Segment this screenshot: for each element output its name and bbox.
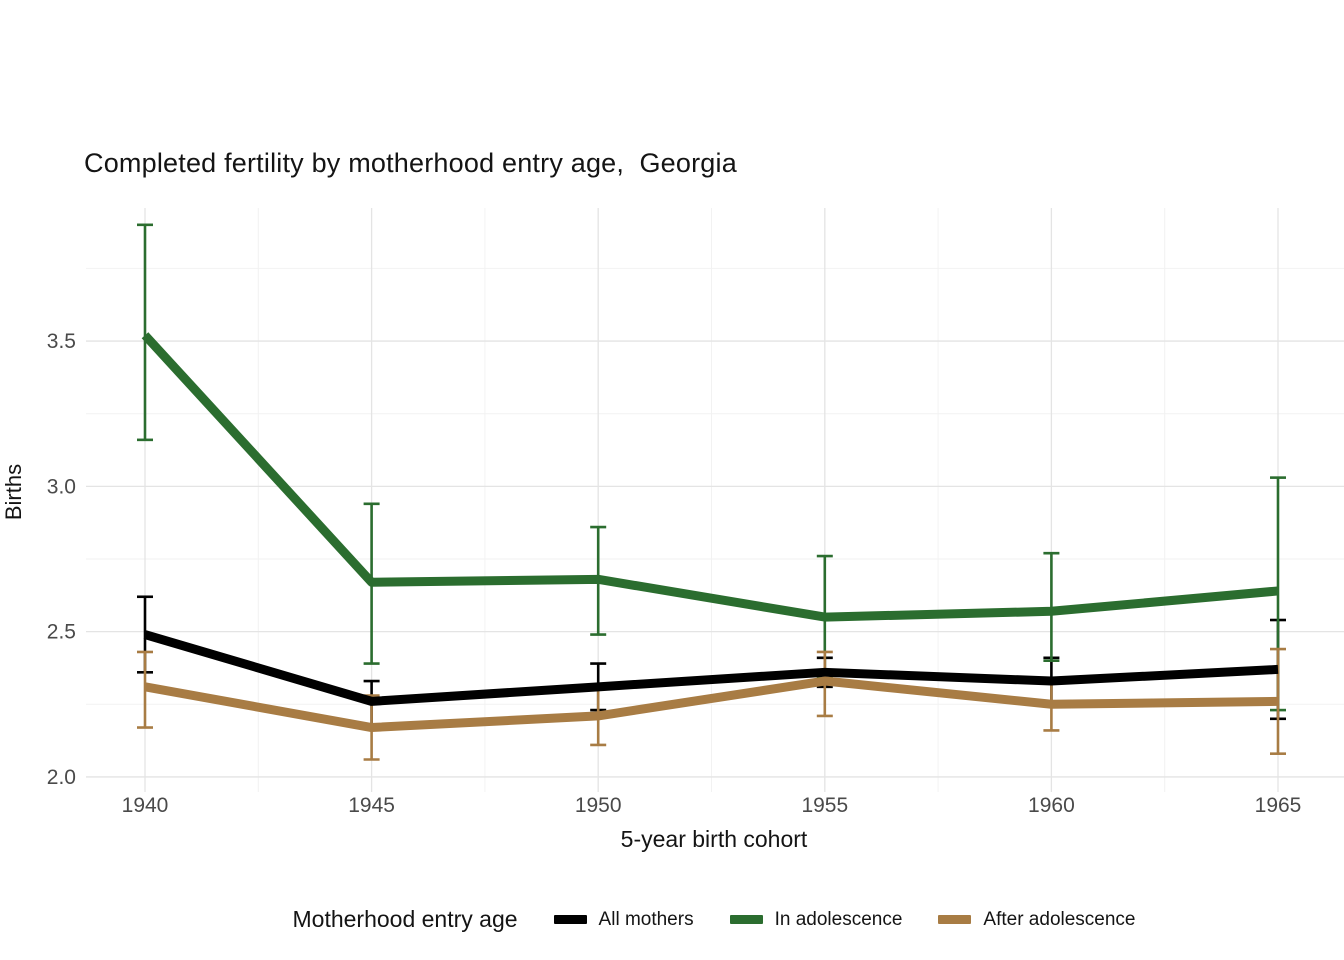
x-tick-label: 1965 [1255,794,1302,817]
y-tick-label: 3.5 [47,330,76,353]
legend-item-label: After adolescence [983,908,1136,930]
series-line-after-adolescence [144,676,1279,733]
legend-title: Motherhood entry age [292,906,518,932]
x-tick-label: 1945 [348,794,395,817]
legend: Motherhood entry age All mothers In adole… [84,906,1344,933]
legend-item-label: In adolescence [774,908,903,930]
legend-key-icon [938,915,972,924]
y-tick-labels: 2.0 2.5 3.0 3.5 [47,330,76,789]
x-tick-labels: 1940 1945 1950 1955 1960 1965 [122,794,1302,817]
series-line-in-adolescence [141,332,1279,622]
chart-title: Completed fertility by motherhood entry … [84,148,737,178]
x-tick-label: 1960 [1028,794,1075,817]
series-line-all-mothers [143,630,1279,706]
y-tick-label: 2.5 [47,621,76,644]
x-tick-label: 1950 [575,794,622,817]
legend-item-all-mothers: All mothers [553,908,694,931]
y-tick-label: 3.0 [47,475,76,498]
x-tick-label: 1955 [801,794,848,817]
legend-key-icon [553,915,587,924]
plot-area: 2.0 2.5 3.0 3.5 1940 1945 1950 1955 1960 1965 [47,208,1344,817]
legend-item-in-adolescence: In adolescence [729,908,903,931]
x-axis-title: 5-year birth cohort [620,826,808,852]
legend-item-label: All mothers [598,908,694,930]
legend-item-after-adolescence: After adolescence [938,908,1136,931]
legend-key-icon [729,915,763,924]
y-tick-label: 2.0 [47,766,76,789]
x-tick-label: 1940 [122,794,169,817]
